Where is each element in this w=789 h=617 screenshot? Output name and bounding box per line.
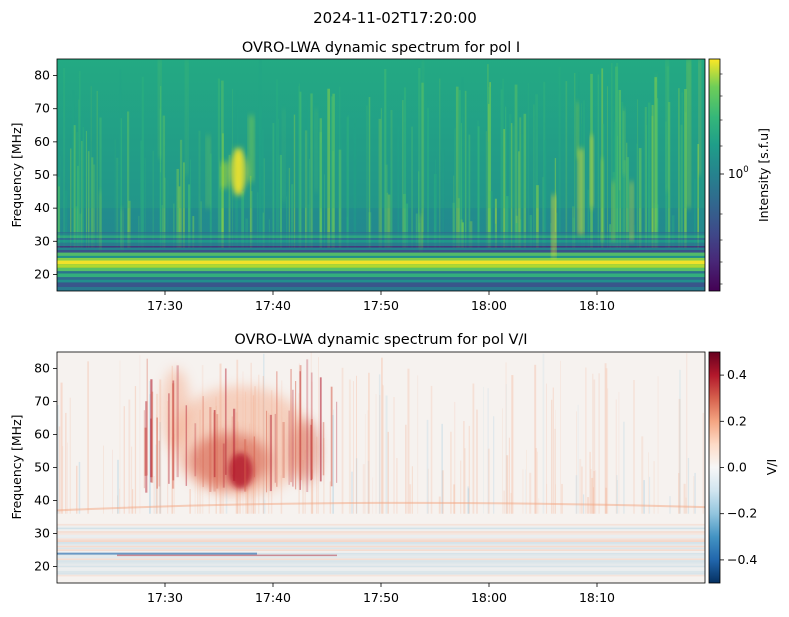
y-tick-label: 30: [34, 526, 50, 541]
heatmap-bands: [57, 523, 705, 577]
y-tick-label: 50: [34, 460, 50, 475]
y-tick-label: 80: [34, 361, 50, 376]
colorbar-tick-label: −0.4: [727, 552, 757, 567]
heatmap-bursts: [99, 59, 701, 258]
y-axis-label: Frequency [MHz]: [9, 414, 24, 519]
x-axis: 17:30 17:40 17:50 18:00 18:10: [147, 583, 615, 605]
y-tick-label: 60: [34, 427, 50, 442]
x-tick-label: 18:10: [579, 590, 615, 605]
y-axis: 20 30 40 50 60 70 80: [34, 68, 57, 281]
colorbar-tick-label: 0.0: [727, 460, 747, 475]
heatmap-pol-vi: [57, 352, 705, 583]
y-tick-label: 40: [34, 200, 50, 215]
x-tick-label: 17:30: [147, 590, 183, 605]
y-tick-label: 70: [34, 101, 50, 116]
colorbar-tick-label: 0.4: [727, 367, 747, 382]
colorbar-pol-i: 100 Intensity [s.f.u]: [708, 58, 771, 292]
x-tick-label: 17:30: [147, 298, 183, 313]
y-tick-label: 70: [34, 394, 50, 409]
panel-pol-vi: OVRO-LWA dynamic spectrum for pol V/I 20…: [9, 332, 779, 605]
x-tick-label: 17:50: [363, 590, 399, 605]
y-tick-label: 20: [34, 266, 50, 281]
x-tick-label: 18:00: [471, 590, 507, 605]
y-tick-label: 50: [34, 167, 50, 182]
colorbar-pol-vi: 0.4 0.2 0.0 −0.2 −0.4 V/I: [708, 351, 779, 584]
y-axis: 20 30 40 50 60 70 80: [34, 361, 57, 574]
chart-title: OVRO-LWA dynamic spectrum for pol V/I: [234, 332, 527, 348]
x-tick-label: 17:50: [363, 298, 399, 313]
colorbar-label: V/I: [764, 459, 779, 475]
colorbar-tick-label: 100: [728, 165, 749, 181]
colorbar-label: Intensity [s.f.u]: [756, 128, 771, 222]
y-tick-label: 40: [34, 493, 50, 508]
x-tick-label: 18:00: [471, 298, 507, 313]
colorbar-tick-label: −0.2: [727, 506, 757, 521]
y-tick-label: 60: [34, 134, 50, 149]
heatmap-polarization: [143, 358, 338, 497]
colorbar-tick-label: 0.2: [727, 413, 747, 428]
x-tick-label: 17:40: [255, 590, 291, 605]
x-axis: 17:30 17:40 17:50 18:00 18:10: [147, 291, 615, 313]
heatmap-bands: [57, 232, 705, 291]
y-tick-label: 30: [34, 233, 50, 248]
figure-suptitle: 2024-11-02T17:20:00: [313, 9, 477, 27]
y-axis-label: Frequency [MHz]: [9, 122, 24, 227]
chart-title: OVRO-LWA dynamic spectrum for pol I: [242, 40, 520, 56]
heatmap-streaks: [57, 59, 705, 248]
y-tick-label: 20: [34, 559, 50, 574]
x-tick-label: 17:40: [255, 298, 291, 313]
heatmap-pol-i: [57, 59, 705, 291]
panel-pol-i: OVRO-LWA dynamic spectrum for pol I 20 30…: [9, 40, 771, 313]
x-tick-label: 18:10: [579, 298, 615, 313]
y-tick-label: 80: [34, 68, 50, 83]
